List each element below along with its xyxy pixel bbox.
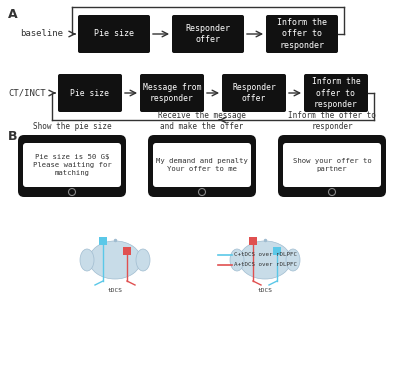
Text: Show your offer to
partner: Show your offer to partner (293, 158, 371, 172)
FancyBboxPatch shape (172, 15, 244, 53)
FancyBboxPatch shape (266, 15, 338, 53)
Text: Inform the
offer to
responder: Inform the offer to responder (277, 18, 327, 50)
Text: Show the pie size: Show the pie size (33, 122, 111, 131)
FancyBboxPatch shape (58, 74, 122, 112)
FancyBboxPatch shape (78, 15, 150, 53)
Text: Pie size: Pie size (94, 30, 134, 38)
Bar (99, 237, 107, 245)
FancyBboxPatch shape (153, 143, 251, 187)
Text: tDCS: tDCS (258, 288, 272, 293)
Bar (249, 237, 257, 245)
Text: Responder
offer: Responder offer (232, 82, 276, 103)
FancyBboxPatch shape (278, 135, 386, 197)
Text: Pie size: Pie size (70, 89, 110, 98)
Bar (273, 247, 281, 255)
Text: Receive the message
and make the offer: Receive the message and make the offer (158, 111, 246, 131)
Ellipse shape (230, 249, 244, 271)
FancyBboxPatch shape (18, 135, 126, 197)
Ellipse shape (136, 249, 150, 271)
Ellipse shape (239, 241, 291, 279)
FancyBboxPatch shape (140, 74, 204, 112)
Text: A: A (8, 8, 18, 21)
Text: tDCS: tDCS (108, 288, 122, 293)
Text: baseline: baseline (20, 30, 63, 38)
FancyBboxPatch shape (23, 143, 121, 187)
FancyBboxPatch shape (148, 135, 256, 197)
FancyBboxPatch shape (304, 74, 368, 112)
FancyBboxPatch shape (283, 143, 381, 187)
Ellipse shape (286, 249, 300, 271)
Text: B: B (8, 130, 18, 143)
Text: Message from
responder: Message from responder (143, 82, 201, 103)
Text: Inform the offer to
responder: Inform the offer to responder (288, 111, 376, 131)
Bar (123, 247, 131, 255)
Text: My demand and penalty
Your offer to me: My demand and penalty Your offer to me (156, 158, 248, 172)
FancyBboxPatch shape (222, 74, 286, 112)
Text: Inform the
offer to
responder: Inform the offer to responder (312, 77, 360, 109)
Text: A+tDCS over rDLPFC: A+tDCS over rDLPFC (234, 263, 297, 268)
Text: Responder
offer: Responder offer (186, 24, 230, 44)
Ellipse shape (80, 249, 94, 271)
Text: C+tDCS over rDLPFC: C+tDCS over rDLPFC (234, 252, 297, 258)
Text: Pie size is 50 G$
Please waiting for
matching: Pie size is 50 G$ Please waiting for mat… (33, 154, 111, 176)
Ellipse shape (89, 241, 141, 279)
Text: CT/INCT: CT/INCT (8, 89, 46, 98)
